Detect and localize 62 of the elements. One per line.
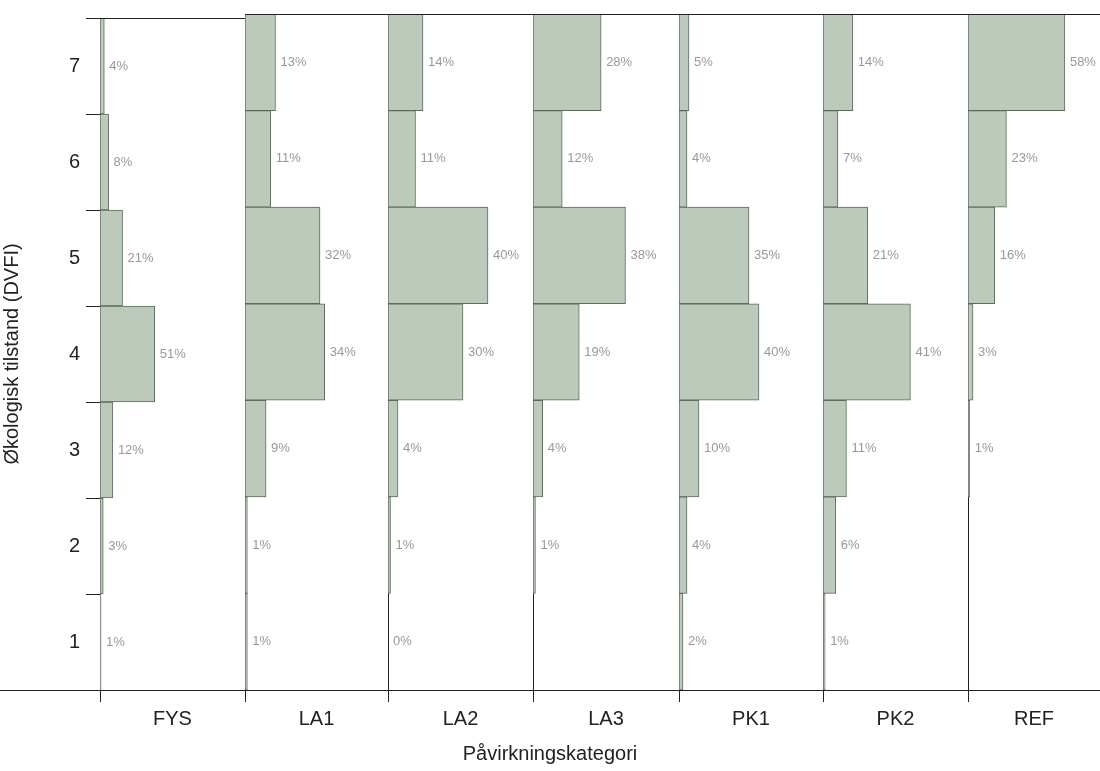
x-axis-title: LA2: [442, 706, 479, 729]
data-label: 40%: [493, 247, 520, 263]
data-label: 14%: [428, 53, 455, 69]
data-label: 1%: [252, 633, 272, 649]
y-tick-label: 4: [68, 341, 80, 364]
x-axis-title: PK2: [876, 706, 915, 729]
data-label: 35%: [754, 247, 781, 263]
data-label: 1%: [395, 536, 415, 552]
data-label: 19%: [584, 343, 611, 359]
data-label: 1%: [830, 633, 850, 649]
x-axis-title: FYS: [153, 706, 192, 729]
y-tick-label: 3: [68, 437, 80, 460]
data-label: 4%: [109, 57, 129, 73]
data-label: 12%: [117, 441, 145, 457]
data-label: 7%: [842, 150, 863, 166]
data-label: 23%: [1011, 150, 1038, 166]
data-label: 4%: [547, 440, 567, 456]
data-label: 10%: [704, 440, 731, 456]
text: Påvirkningskategori: [461, 742, 639, 765]
y-tick-label: 1: [68, 629, 80, 652]
data-label: 41%: [915, 343, 942, 359]
x-axis-title: PK1: [732, 706, 770, 729]
data-label: 8%: [113, 153, 133, 169]
data-label: 32%: [325, 247, 352, 263]
x-axis-title: LA3: [588, 706, 624, 729]
data-label: 16%: [999, 247, 1027, 263]
data-label: 51%: [159, 345, 187, 361]
y-tick-label: 2: [68, 533, 80, 556]
data-label: 2%: [688, 633, 708, 649]
data-label: 1%: [106, 633, 126, 649]
data-label: 13%: [280, 53, 307, 69]
data-label: 5%: [694, 53, 714, 69]
data-label: 4%: [692, 150, 712, 166]
data-label: 12%: [567, 150, 594, 166]
data-label: 34%: [329, 343, 357, 359]
data-label: 0%: [393, 633, 413, 649]
data-label: 1%: [974, 440, 994, 456]
data-label: 1%: [252, 536, 272, 552]
y-tick-label: 5: [68, 245, 80, 268]
data-label: 3%: [108, 537, 128, 553]
data-label: 40%: [764, 343, 791, 359]
data-label: 21%: [872, 247, 900, 263]
data-label: 38%: [630, 247, 657, 263]
data-label: 4%: [692, 536, 712, 552]
data-label: 6%: [840, 536, 861, 552]
x-axis-title: REF: [1014, 706, 1054, 729]
data-label: 4%: [403, 440, 423, 456]
x-axis-title: LA1: [298, 706, 335, 729]
y-tick-label: 7: [68, 53, 80, 76]
data-label: 58%: [1069, 53, 1097, 69]
data-label: 11%: [420, 150, 446, 166]
y-axis-title: Økologisk tilstand (DVFI): [0, 243, 22, 465]
data-label: 9%: [271, 440, 291, 456]
data-label: 1%: [540, 536, 560, 552]
data-label: 30%: [468, 343, 495, 359]
data-label: 11%: [851, 440, 877, 456]
data-label: 11%: [275, 150, 302, 166]
data-label: 3%: [978, 343, 998, 359]
data-label: 28%: [606, 53, 633, 69]
data-label: 14%: [857, 53, 885, 69]
y-tick-label: 6: [68, 149, 80, 172]
data-label: 21%: [127, 249, 155, 265]
